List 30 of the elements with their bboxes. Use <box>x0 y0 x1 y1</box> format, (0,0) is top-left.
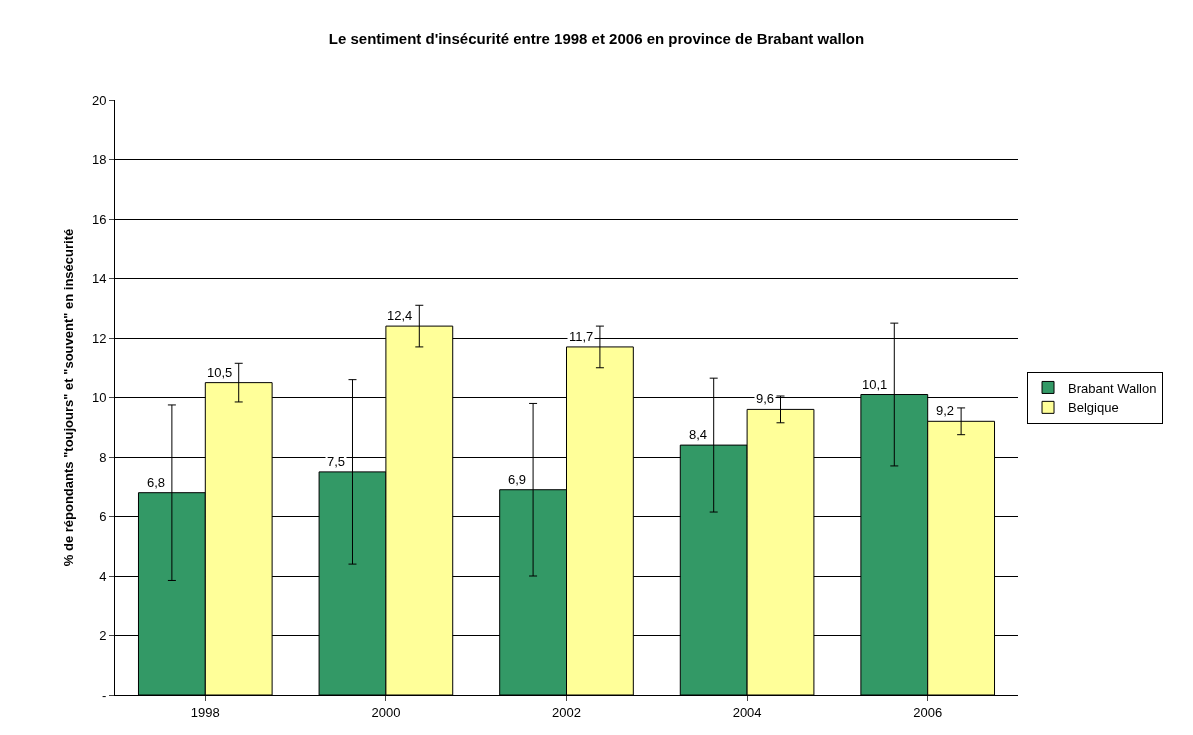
x-tick-label: 2006 <box>913 704 943 720</box>
y-tick-label: 10 <box>91 390 107 406</box>
y-tick-label: 16 <box>91 211 107 227</box>
legend-label: Brabant Wallon <box>1068 380 1157 396</box>
y-tick-label: 14 <box>91 271 107 287</box>
y-tick-label: 4 <box>99 568 107 584</box>
x-tick-label: 2000 <box>371 704 401 720</box>
data-label: 6,9 <box>508 472 527 487</box>
data-label: 9,6 <box>756 391 775 406</box>
x-tick-label: 2002 <box>552 704 581 720</box>
y-tick-label: 8 <box>99 449 107 465</box>
y-tick-label: 2 <box>99 628 107 644</box>
data-label: 10,5 <box>207 365 233 380</box>
data-label: 7,5 <box>327 454 346 469</box>
legend-label: Belgique <box>1068 400 1119 416</box>
data-label: 8,4 <box>689 427 708 442</box>
x-tick-label: 1998 <box>190 704 220 720</box>
data-label: 11,7 <box>569 329 594 344</box>
y-tick-label: 6 <box>99 509 107 525</box>
data-label: 6,8 <box>147 475 166 490</box>
chart-title: Le sentiment d'insécurité entre 1998 et 2006 en province de Brabant wallon <box>328 29 865 47</box>
y-tick-label: 20 <box>91 92 107 108</box>
y-axis-title: % de répondants "toujours" et "souvent" en insécurité <box>60 228 76 567</box>
y-tick-label: - <box>102 687 107 703</box>
y-tick-label: 18 <box>91 152 107 168</box>
data-label: 9,2 <box>936 403 955 418</box>
data-label: 10,1 <box>862 377 888 392</box>
data-label: 12,4 <box>387 308 413 323</box>
x-tick-label: 2004 <box>732 704 762 720</box>
y-tick-label: 12 <box>91 330 107 346</box>
